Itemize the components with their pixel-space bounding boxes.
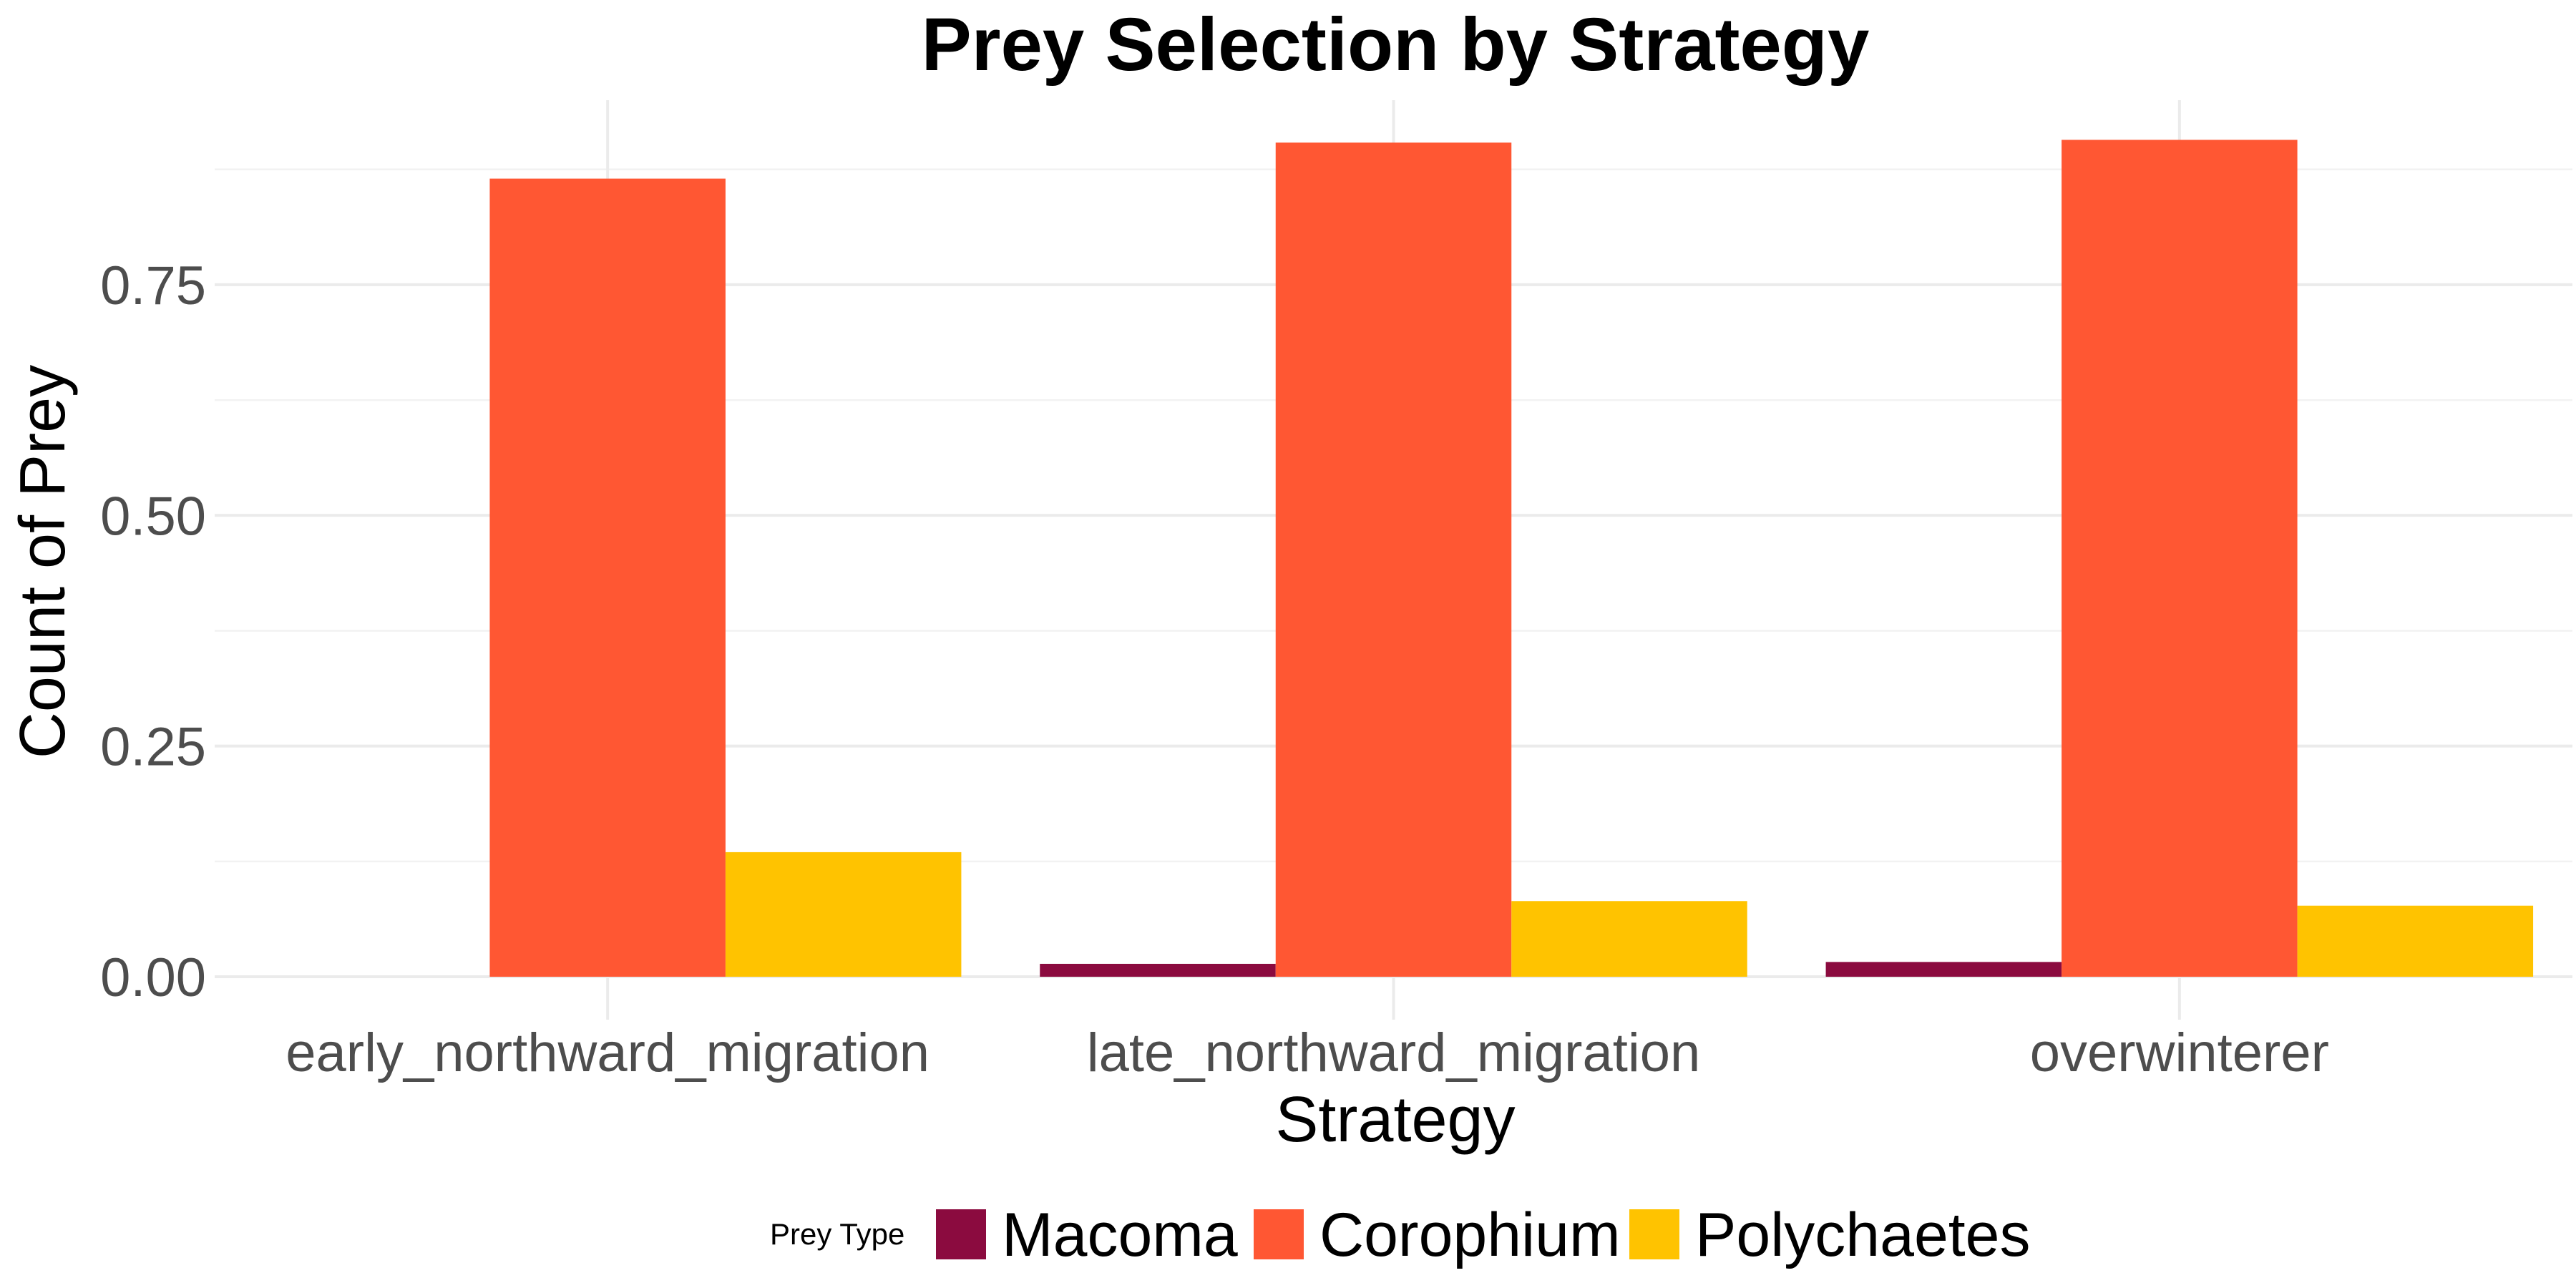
x-axis-title: Strategy [1275, 1084, 1515, 1156]
bar-corophium-overwinterer [2062, 140, 2298, 977]
bar-corophium-early-northward-migration [489, 178, 726, 977]
bar-macoma-overwinterer [1825, 962, 2062, 977]
bar-corophium-late-northward-migration [1275, 142, 1512, 977]
bar-polychaetes-late-northward-migration [1511, 901, 1747, 977]
y-tick-label: 0.00 [100, 947, 206, 1008]
y-tick-label: 0.50 [100, 486, 206, 547]
legend-items: Macoma Corophium Polychaetes [936, 1201, 2031, 1269]
legend-key-polychaetes [1629, 1209, 1679, 1259]
y-tick-labels: 0.00 0.25 0.50 0.75 [100, 255, 206, 1008]
legend-key-macoma [936, 1209, 986, 1259]
y-tick-label: 0.25 [100, 717, 206, 778]
chart-title: Prey Selection by Strategy [922, 3, 1870, 87]
bar-polychaetes-early-northward-migration [725, 852, 962, 977]
bar-macoma-late-northward-migration [1040, 963, 1276, 977]
x-tick-labels: early_northward_migration late_northward_… [286, 1023, 2329, 1083]
y-axis-title: Count of Prey [7, 365, 79, 758]
legend-label-polychaetes: Polychaetes [1695, 1201, 2031, 1269]
legend-key-corophium [1254, 1209, 1304, 1259]
bar-polychaetes-overwinterer [2297, 905, 2534, 977]
legend-label-corophium: Corophium [1319, 1201, 1621, 1269]
y-tick-label: 0.75 [100, 255, 206, 316]
bars [489, 140, 2534, 977]
legend-title: Prey Type [770, 1217, 904, 1251]
x-tick-label: early_northward_migration [286, 1023, 930, 1083]
legend-label-macoma: Macoma [1002, 1201, 1238, 1269]
legend-item-macoma: Macoma [936, 1201, 1238, 1269]
legend-item-polychaetes: Polychaetes [1629, 1201, 2031, 1269]
x-tick-label: late_northward_migration [1087, 1023, 1701, 1083]
x-tick-label: overwinterer [2030, 1023, 2329, 1083]
legend: Prey Type Macoma Corophium Polychaetes [770, 1201, 2031, 1269]
legend-item-corophium: Corophium [1254, 1201, 1621, 1269]
